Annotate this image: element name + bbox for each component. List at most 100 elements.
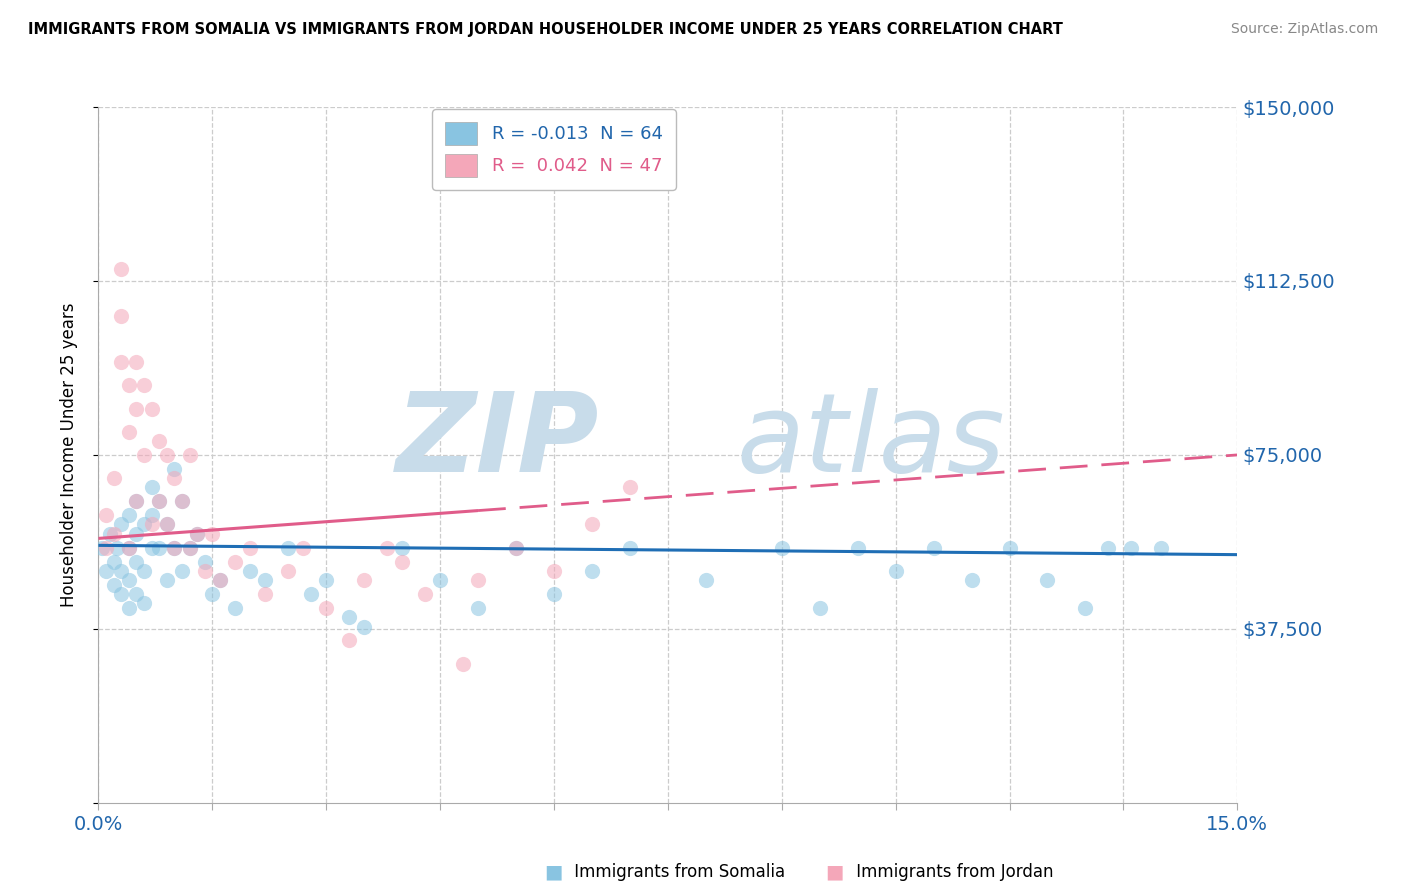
Point <box>118 425 141 439</box>
Point <box>208 573 231 587</box>
Point <box>118 573 141 587</box>
Point <box>125 494 148 508</box>
Point <box>110 262 132 277</box>
Point <box>125 401 148 416</box>
Point <box>163 471 186 485</box>
Point <box>467 573 489 587</box>
Point <box>960 573 983 587</box>
Point <box>118 601 141 615</box>
Point <box>125 555 148 569</box>
Point <box>337 633 360 648</box>
Point <box>110 309 132 323</box>
Point <box>110 587 132 601</box>
Point <box>337 610 360 624</box>
Point <box>201 526 224 541</box>
Point <box>186 526 208 541</box>
Point <box>254 587 277 601</box>
Point <box>543 564 565 578</box>
Point <box>170 494 193 508</box>
Point <box>170 494 193 508</box>
Point <box>884 564 907 578</box>
Point <box>505 541 527 555</box>
Point <box>581 564 603 578</box>
Point <box>148 494 170 508</box>
Point <box>254 573 277 587</box>
Point <box>239 541 262 555</box>
Text: Source: ZipAtlas.com: Source: ZipAtlas.com <box>1230 22 1378 37</box>
Point <box>156 573 179 587</box>
Point <box>179 448 201 462</box>
Point <box>505 541 527 555</box>
Point <box>107 541 129 555</box>
Text: IMMIGRANTS FROM SOMALIA VS IMMIGRANTS FROM JORDAN HOUSEHOLDER INCOME UNDER 25 YE: IMMIGRANTS FROM SOMALIA VS IMMIGRANTS FR… <box>28 22 1063 37</box>
Point <box>770 541 793 555</box>
Point <box>141 517 163 532</box>
Point <box>110 564 132 578</box>
Point <box>125 355 148 369</box>
Point <box>103 471 125 485</box>
Text: atlas: atlas <box>737 387 1005 494</box>
Point <box>132 378 155 392</box>
Point <box>208 573 231 587</box>
Point <box>118 541 141 555</box>
Point <box>103 555 125 569</box>
Point <box>808 601 831 615</box>
Point <box>292 541 315 555</box>
Point <box>163 541 186 555</box>
Point <box>179 541 201 555</box>
Point <box>170 564 193 578</box>
Point <box>413 587 436 601</box>
Point <box>1119 541 1142 555</box>
Point <box>125 587 148 601</box>
Point <box>98 526 121 541</box>
Point <box>391 555 413 569</box>
Point <box>194 555 217 569</box>
Point <box>922 541 945 555</box>
Point <box>103 526 125 541</box>
Point <box>125 494 148 508</box>
Point <box>353 573 375 587</box>
Point <box>132 517 155 532</box>
Point <box>315 601 337 615</box>
Point <box>1150 541 1173 555</box>
Point <box>118 541 141 555</box>
Point <box>1074 601 1097 615</box>
Point <box>110 355 132 369</box>
Point <box>581 517 603 532</box>
Text: ■: ■ <box>544 863 562 881</box>
Point <box>94 508 117 523</box>
Point <box>375 541 398 555</box>
Point <box>1097 541 1119 555</box>
Point <box>118 508 141 523</box>
Point <box>277 541 299 555</box>
Point <box>110 517 132 532</box>
Point <box>125 526 148 541</box>
Point <box>846 541 869 555</box>
Point <box>299 587 322 601</box>
Point <box>619 541 641 555</box>
Point <box>141 480 163 494</box>
Point <box>163 541 186 555</box>
Point <box>156 517 179 532</box>
Point <box>148 541 170 555</box>
Point <box>619 480 641 494</box>
Point <box>132 564 155 578</box>
Point <box>148 494 170 508</box>
Point <box>201 587 224 601</box>
Point <box>194 564 217 578</box>
Point <box>186 526 208 541</box>
Point <box>118 378 141 392</box>
Y-axis label: Householder Income Under 25 years: Householder Income Under 25 years <box>59 302 77 607</box>
Point <box>94 564 117 578</box>
Point <box>132 596 155 610</box>
Point <box>91 541 114 555</box>
Point <box>103 578 125 592</box>
Point <box>429 573 451 587</box>
Point <box>695 573 717 587</box>
Point <box>353 619 375 633</box>
Point <box>998 541 1021 555</box>
Point <box>141 541 163 555</box>
Point <box>543 587 565 601</box>
Point <box>179 541 201 555</box>
Point <box>391 541 413 555</box>
